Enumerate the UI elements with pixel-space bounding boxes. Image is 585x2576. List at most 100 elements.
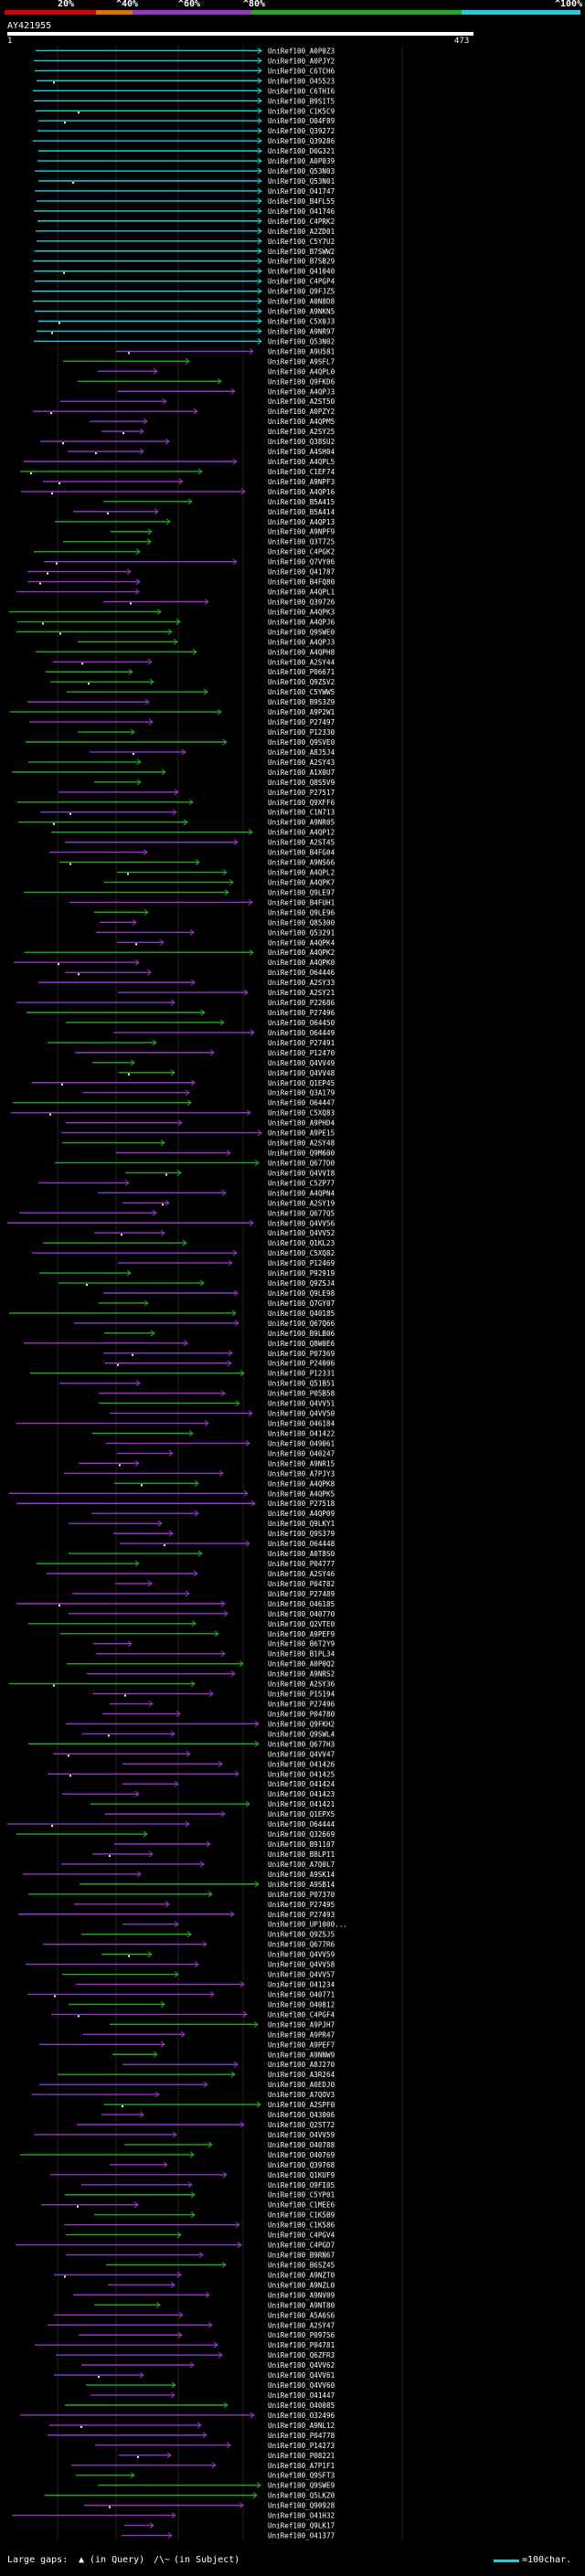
hit-id-label[interactable]: UniRef100_O41747 bbox=[268, 187, 335, 196]
hit-row[interactable]: UniRef100_P22686 bbox=[16, 999, 335, 1007]
hit-row[interactable]: UniRef100_P08221 bbox=[119, 2452, 335, 2460]
hit-row[interactable]: UniRef100_P27493 bbox=[18, 1911, 335, 1919]
hit-row[interactable]: UniRef100_O40770 bbox=[69, 1610, 335, 1618]
hit-id-label[interactable]: UniRef100_O40770 bbox=[268, 1610, 335, 1618]
hit-id-label[interactable]: UniRef100_C4PRK2 bbox=[268, 217, 335, 226]
hit-row[interactable]: UniRef100_P12330 bbox=[78, 728, 335, 737]
hit-row[interactable]: UniRef100_B4FQ80 bbox=[27, 578, 335, 587]
hit-id-label[interactable]: UniRef100_A2SY36 bbox=[268, 1680, 335, 1689]
hit-id-label[interactable]: UniRef100_Q85300 bbox=[268, 918, 335, 927]
hit-row[interactable]: UniRef100_A4SH04 bbox=[68, 448, 335, 456]
hit-row[interactable]: UniRef100_Q9XFF6 bbox=[17, 799, 335, 807]
hit-row[interactable]: UniRef100_P27489 bbox=[72, 1590, 335, 1598]
hit-row[interactable]: UniRef100_O40769 bbox=[20, 2151, 335, 2159]
hit-id-label[interactable]: UniRef100_B6SZ45 bbox=[268, 2261, 335, 2269]
hit-row[interactable]: UniRef100_B1PL34 bbox=[96, 1650, 335, 1659]
hit-row[interactable]: UniRef100_Q4VV62 bbox=[81, 2361, 335, 2369]
hit-id-label[interactable]: UniRef100_P27496 bbox=[268, 1701, 335, 1709]
hit-id-label[interactable]: UniRef100_O45523 bbox=[268, 77, 335, 85]
hit-id-label[interactable]: UniRef100_B5A414 bbox=[268, 508, 335, 516]
hit-id-label[interactable]: UniRef100_Q4VV48 bbox=[268, 1069, 335, 1077]
hit-row[interactable]: UniRef100_B9LB06 bbox=[104, 1330, 335, 1338]
hit-id-label[interactable]: UniRef100_C5YP01 bbox=[268, 2191, 335, 2200]
hit-id-label[interactable]: UniRef100_Q3A179 bbox=[268, 1089, 335, 1097]
hit-id-label[interactable]: UniRef100_C1N713 bbox=[268, 809, 335, 817]
hit-id-label[interactable]: UniRef100_C4PGP4 bbox=[268, 278, 335, 286]
hit-row[interactable]: UniRef100_A9NR05 bbox=[18, 819, 335, 827]
hit-row[interactable]: UniRef100_Q7VY06 bbox=[44, 558, 335, 567]
hit-row[interactable]: UniRef100_Q32669 bbox=[16, 1830, 335, 1839]
hit-id-label[interactable]: UniRef100_P04777 bbox=[268, 1560, 335, 1568]
hit-row[interactable]: UniRef100_C1EF74 bbox=[20, 468, 335, 476]
hit-row[interactable]: UniRef100_Q53N01 bbox=[38, 177, 335, 186]
hit-id-label[interactable]: UniRef100_B4FQ80 bbox=[268, 578, 335, 587]
hit-row[interactable]: UniRef100_A4QPJ6 bbox=[17, 618, 335, 626]
hit-id-label[interactable]: UniRef100_A9PHD4 bbox=[268, 1119, 335, 1128]
hit-id-label[interactable]: UniRef100_B9RN67 bbox=[268, 2252, 335, 2260]
hit-row[interactable]: UniRef100_P27518 bbox=[16, 1500, 335, 1508]
hit-row[interactable]: UniRef100_C5X0J3 bbox=[38, 318, 335, 326]
hit-id-label[interactable]: UniRef100_Q4VV57 bbox=[268, 1971, 335, 1979]
hit-id-label[interactable]: UniRef100_Q41787 bbox=[268, 568, 335, 577]
hit-id-label[interactable]: UniRef100_A4QPK3 bbox=[268, 608, 335, 616]
hit-row[interactable]: UniRef100_A4QPK7 bbox=[104, 878, 335, 886]
hit-row[interactable]: UniRef100_Q1KUF9 bbox=[50, 2171, 335, 2179]
hit-id-label[interactable]: UniRef100_A4SH04 bbox=[268, 448, 335, 456]
hit-row[interactable]: UniRef100_A9NPF3 bbox=[43, 478, 335, 486]
hit-id-label[interactable]: UniRef100_Q9LE96 bbox=[268, 908, 335, 917]
hit-id-label[interactable]: UniRef100_A9P2W1 bbox=[268, 708, 335, 716]
hit-id-label[interactable]: UniRef100_Q9ZSJ5 bbox=[268, 1931, 335, 1939]
hit-row[interactable]: UniRef100_A0PZY2 bbox=[33, 408, 335, 416]
hit-id-label[interactable]: UniRef100_Q2VTE0 bbox=[268, 1620, 335, 1628]
hit-row[interactable]: UniRef100_C5YP01 bbox=[65, 2191, 335, 2200]
hit-row[interactable]: UniRef100_Q41787 bbox=[27, 568, 335, 577]
hit-id-label[interactable]: UniRef100_Q40185 bbox=[268, 1309, 335, 1318]
hit-row[interactable]: UniRef100_Q9M600 bbox=[116, 1150, 335, 1158]
hit-id-label[interactable]: UniRef100_C6TCH6 bbox=[268, 67, 335, 75]
hit-row[interactable]: UniRef100_B4FG04 bbox=[49, 849, 335, 857]
hit-row[interactable]: UniRef100_P27497 bbox=[29, 718, 335, 726]
hit-id-label[interactable]: UniRef100_O64450 bbox=[268, 1019, 335, 1027]
hit-row[interactable]: UniRef100_A1X0U7 bbox=[12, 769, 335, 777]
hit-id-label[interactable]: UniRef100_A0P0Z3 bbox=[268, 47, 335, 55]
hit-row[interactable]: UniRef100_O64447 bbox=[13, 1099, 335, 1108]
hit-id-label[interactable]: UniRef100_A7P1F1 bbox=[268, 2462, 335, 2470]
hit-id-label[interactable]: UniRef100_A2SY43 bbox=[268, 758, 335, 767]
hit-row[interactable]: UniRef100_Q4VV52 bbox=[94, 1229, 335, 1237]
hit-row[interactable]: UniRef100_Q53N03 bbox=[35, 167, 335, 175]
hit-row[interactable]: UniRef100_A4QPN4 bbox=[98, 1189, 335, 1197]
hit-row[interactable]: UniRef100_Q7GY07 bbox=[99, 1299, 335, 1308]
hit-row[interactable]: UniRef100_P27491 bbox=[48, 1039, 335, 1047]
hit-id-label[interactable]: UniRef100_C1K5C9 bbox=[268, 107, 335, 115]
hit-row[interactable]: UniRef100_A9U581 bbox=[116, 347, 335, 355]
hit-row[interactable]: UniRef100_O41H32 bbox=[12, 2512, 335, 2520]
hit-row[interactable]: UniRef100_Q1KL23 bbox=[43, 1239, 335, 1247]
hit-row[interactable]: UniRef100_A7PJY3 bbox=[64, 1469, 335, 1478]
hit-row[interactable]: UniRef100_Q9ZSJ4 bbox=[58, 1279, 335, 1288]
hit-id-label[interactable]: UniRef100_P27496 bbox=[268, 1009, 335, 1017]
hit-id-label[interactable]: UniRef100_Q4VV61 bbox=[268, 2371, 335, 2380]
hit-row[interactable]: UniRef100_A0EDJ0 bbox=[39, 2081, 335, 2089]
hit-row[interactable]: UniRef100_Q2VTE0 bbox=[28, 1620, 335, 1628]
hit-id-label[interactable]: UniRef100_P12469 bbox=[268, 1259, 335, 1267]
hit-id-label[interactable]: UniRef100_P08221 bbox=[268, 2452, 335, 2460]
hit-id-label[interactable]: UniRef100_Q4VV59 bbox=[268, 1951, 335, 1959]
hit-row[interactable]: UniRef100_A0T8S0 bbox=[69, 1550, 335, 1558]
hit-id-label[interactable]: UniRef100_Q9SVE0 bbox=[268, 738, 335, 747]
hit-id-label[interactable]: UniRef100_A4QPN4 bbox=[268, 1189, 335, 1197]
hit-row[interactable]: UniRef100_A4QPL2 bbox=[117, 869, 335, 877]
hit-id-label[interactable]: UniRef100_P27497 bbox=[268, 718, 335, 726]
hit-id-label[interactable]: UniRef100_B6T2Y9 bbox=[268, 1640, 335, 1648]
hit-row[interactable]: UniRef100_A9NR97 bbox=[37, 327, 335, 335]
hit-row[interactable]: UniRef100_O32496 bbox=[20, 2412, 335, 2420]
hit-id-label[interactable]: UniRef100_P24006 bbox=[268, 1360, 335, 1368]
hit-id-label[interactable]: UniRef100_Q67Q66 bbox=[268, 1320, 335, 1328]
hit-row[interactable]: UniRef100_A9NZL0 bbox=[108, 2281, 335, 2289]
hit-row[interactable]: UniRef100_A9NS66 bbox=[59, 859, 335, 867]
hit-id-label[interactable]: UniRef100_A4QPK8 bbox=[268, 1479, 335, 1488]
hit-row[interactable]: UniRef100_B6T2Y9 bbox=[93, 1640, 335, 1648]
hit-row[interactable]: UniRef100_A9PE15 bbox=[61, 1129, 335, 1138]
hit-id-label[interactable]: UniRef100_A4QPK7 bbox=[268, 878, 335, 886]
hit-row[interactable]: UniRef100_Q9LE97 bbox=[24, 888, 335, 896]
hit-row[interactable]: UniRef100_C5XQ82 bbox=[32, 1249, 335, 1257]
